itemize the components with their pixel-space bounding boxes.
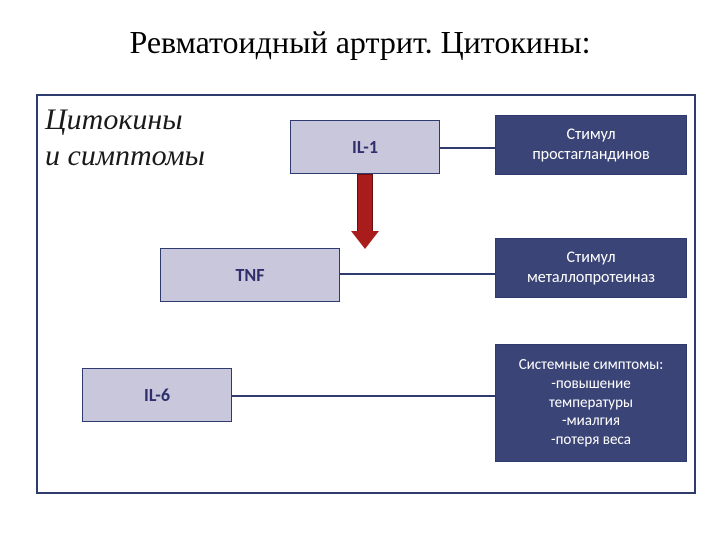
- node-tnf-label: TNF: [235, 264, 264, 287]
- connector-il1-prost: [440, 147, 495, 149]
- node-il6-label: IL-6: [144, 384, 170, 407]
- subtitle-line1: Цитокины: [45, 102, 205, 138]
- node-il6: IL-6: [82, 368, 232, 422]
- node-prostaglandin: Стимул простагландинов: [495, 115, 687, 175]
- node-systemic-l2: -повышение: [519, 375, 664, 394]
- node-prost-l1: Стимул: [532, 125, 649, 145]
- connector-il6-systemic: [232, 395, 495, 397]
- subtitle-line2: и симптомы: [45, 138, 205, 174]
- arrow-il1-tnf-head: [351, 231, 379, 249]
- node-metallo-l1: Стимул: [527, 248, 655, 268]
- node-systemic-l1: Системные симптомы:: [519, 356, 664, 375]
- page-title: Ревматоидный артрит. Цитокины:: [0, 24, 720, 61]
- node-metalloproteinase: Стимул металлопротеиназ: [495, 238, 687, 298]
- node-il1: IL-1: [290, 120, 440, 174]
- arrow-il1-tnf-stem: [357, 174, 373, 232]
- node-metallo-l2: металлопротеиназ: [527, 268, 655, 288]
- connector-tnf-metallo: [340, 273, 495, 275]
- node-prost-l2: простагландинов: [532, 145, 649, 165]
- subtitle: Цитокины и симптомы: [45, 102, 205, 174]
- node-systemic-symptoms: Системные симптомы: -повышение температу…: [495, 344, 687, 462]
- node-systemic-l4: -миалгия: [519, 412, 664, 431]
- node-systemic-l3: температуры: [519, 394, 664, 413]
- node-tnf: TNF: [160, 248, 340, 302]
- node-il1-label: IL-1: [352, 136, 378, 159]
- node-systemic-l5: -потеря веса: [519, 431, 664, 450]
